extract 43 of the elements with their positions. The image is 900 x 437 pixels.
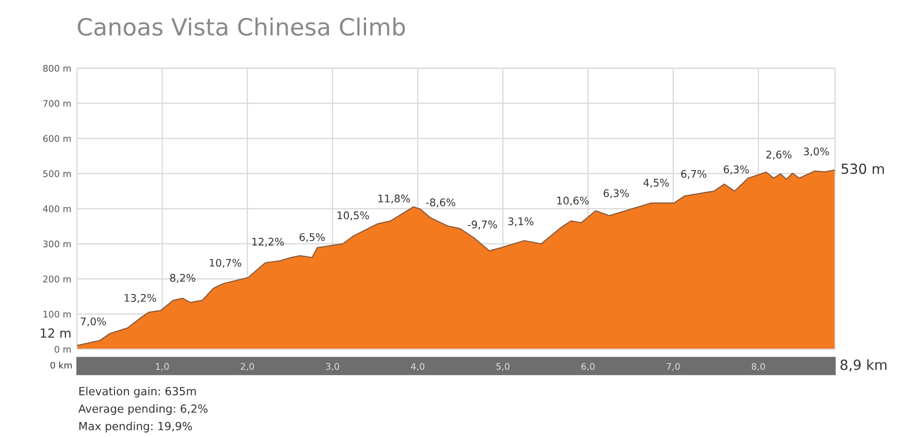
x-tick-label: 4,0: [410, 363, 424, 371]
y-tick-label: 300 m: [43, 240, 71, 248]
annotation: 3,0%: [804, 147, 829, 156]
annotation: -8,6%: [426, 198, 456, 208]
y-tick-label: 0 m: [54, 346, 71, 353]
text: Average pending: 6,2%: [78, 404, 208, 415]
y-tick-label: 200 m: [43, 276, 71, 282]
annotation: -9,7%: [468, 220, 497, 230]
x-tick-label: 6,0: [581, 363, 595, 371]
y-tick-label: 600 m: [43, 135, 71, 142]
annotation: 8,2%: [170, 274, 196, 283]
x-tick-label: 5,0: [496, 363, 510, 371]
annotation: 12,2%: [252, 238, 284, 247]
text: 0 km: [50, 362, 72, 369]
annotation: 530 m: [842, 164, 884, 174]
y-tick-label: 100 m: [44, 310, 71, 318]
annotation: 13,2%: [124, 294, 156, 303]
x-tick-label: 7,0: [666, 363, 680, 371]
annotation: 6,3%: [604, 189, 629, 198]
text: Max pending: 19,9%: [79, 422, 192, 432]
y-tick-label: 800 m: [43, 64, 71, 72]
annotation: 10,5%: [338, 211, 369, 220]
x-tick-label: 3,0: [326, 363, 340, 371]
y-tick-label: 400 m: [43, 205, 71, 212]
y-tick-label: 700 m: [43, 100, 71, 107]
annotation: 11,8%: [378, 194, 410, 204]
annotation: 4,5%: [643, 178, 669, 188]
annotation: 6,3%: [724, 165, 749, 174]
annotation: 6,7%: [681, 170, 706, 179]
x-tick-label: 1,0: [156, 363, 169, 371]
annotation: 10,6%: [557, 196, 589, 206]
chart-title: Canoas Vista Chinesa Climb: [78, 17, 405, 36]
x-tick-label: 2,0: [240, 363, 254, 371]
annotation: 10,7%: [210, 258, 242, 268]
text: Elevation gain: 635m: [79, 386, 196, 398]
x-tick-label: 8,0: [752, 363, 765, 371]
annotation: 2,6%: [766, 150, 792, 160]
annotation: 7,0%: [80, 317, 106, 326]
text: 8,9 km: [840, 359, 886, 372]
annotation: 3,1%: [508, 217, 534, 226]
annotation: 6,5%: [300, 233, 325, 242]
y-tick-label: 500 m: [43, 170, 71, 178]
annotation: 12 m: [40, 328, 70, 338]
